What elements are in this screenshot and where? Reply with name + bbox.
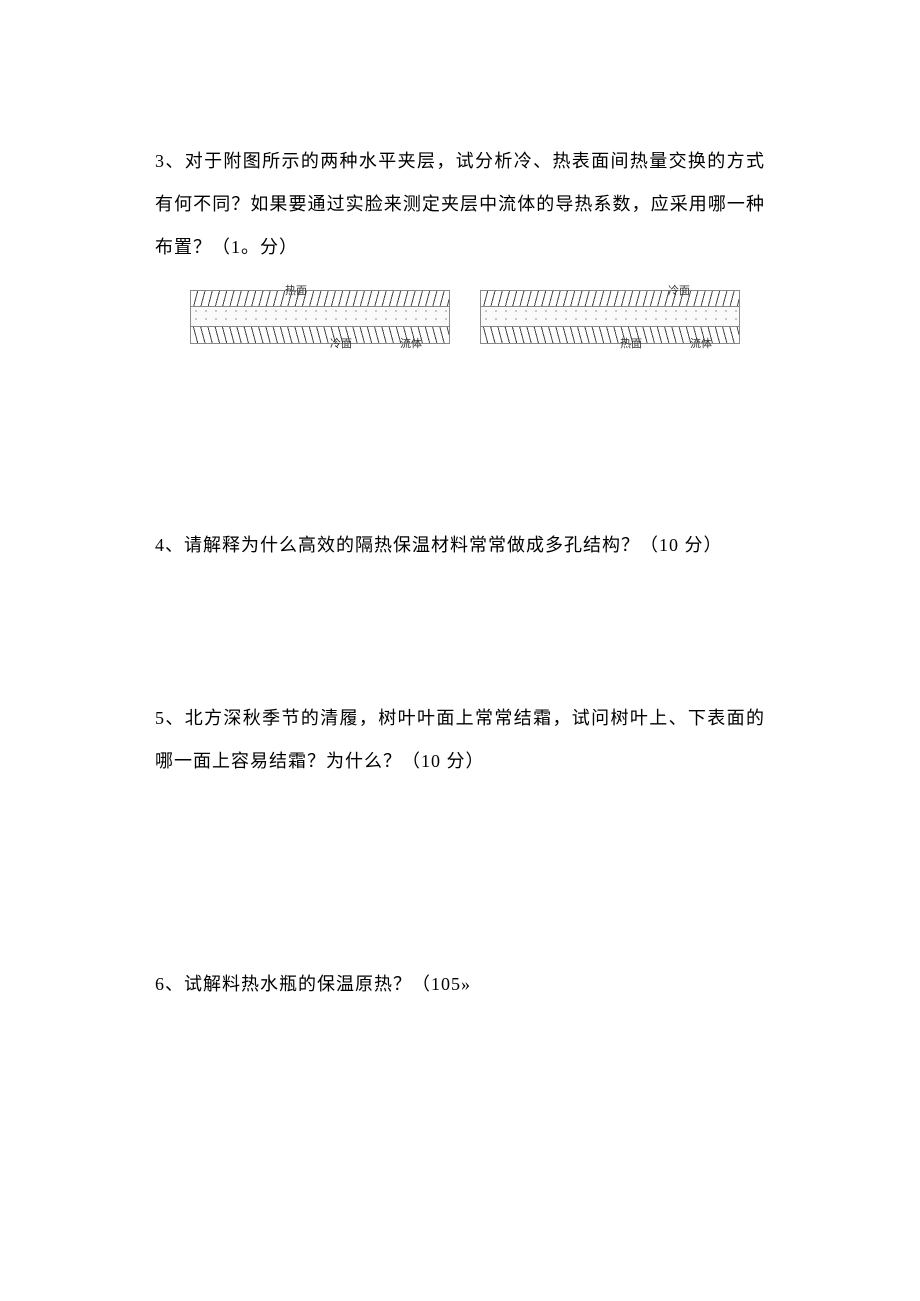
diagram-left: 热面 冷面 流体 (190, 290, 450, 344)
diagram-right-bottom-left-label: 热面 (620, 331, 642, 357)
fluid-layer-icon (481, 307, 739, 327)
question-4-text: 4、请解释为什么高效的隔热保温材料常常做成多孔结构？（10 分） (155, 524, 765, 567)
hatch-top-icon (191, 291, 449, 307)
diagram-right-bottom-right-label: 流体 (690, 331, 712, 357)
diagram-left-top-label: 热面 (285, 278, 307, 304)
question-3: 3、对于附图所示的两种水平夹层，试分析冷、热表面间热量交换的方式有何不同？如果要… (155, 140, 765, 344)
question-5: 5、北方深秋季节的清履，树叶叶面上常常结霜，试问树叶上、下表面的哪一面上容易结霜… (155, 697, 765, 783)
diagram-right-top-label: 冷面 (668, 278, 690, 304)
question-5-text: 5、北方深秋季节的清履，树叶叶面上常常结霜，试问树叶上、下表面的哪一面上容易结霜… (155, 697, 765, 783)
question-6: 6、试解料热水瓶的保温原热？（105» (155, 963, 765, 1006)
fluid-layer-icon (191, 307, 449, 327)
diagram-right: 冷面 热面 流体 (480, 290, 740, 344)
hatch-top-icon (481, 291, 739, 307)
diagram-left-bottom-left-label: 冷面 (330, 331, 352, 357)
question-3-text: 3、对于附图所示的两种水平夹层，试分析冷、热表面间热量交换的方式有何不同？如果要… (155, 140, 765, 270)
diagram-left-bottom-right-label: 流体 (400, 331, 422, 357)
diagrams-container: 热面 冷面 流体 冷面 热面 流体 (155, 290, 765, 344)
question-6-text: 6、试解料热水瓶的保温原热？（105» (155, 963, 765, 1006)
question-4: 4、请解释为什么高效的隔热保温材料常常做成多孔结构？（10 分） (155, 524, 765, 567)
